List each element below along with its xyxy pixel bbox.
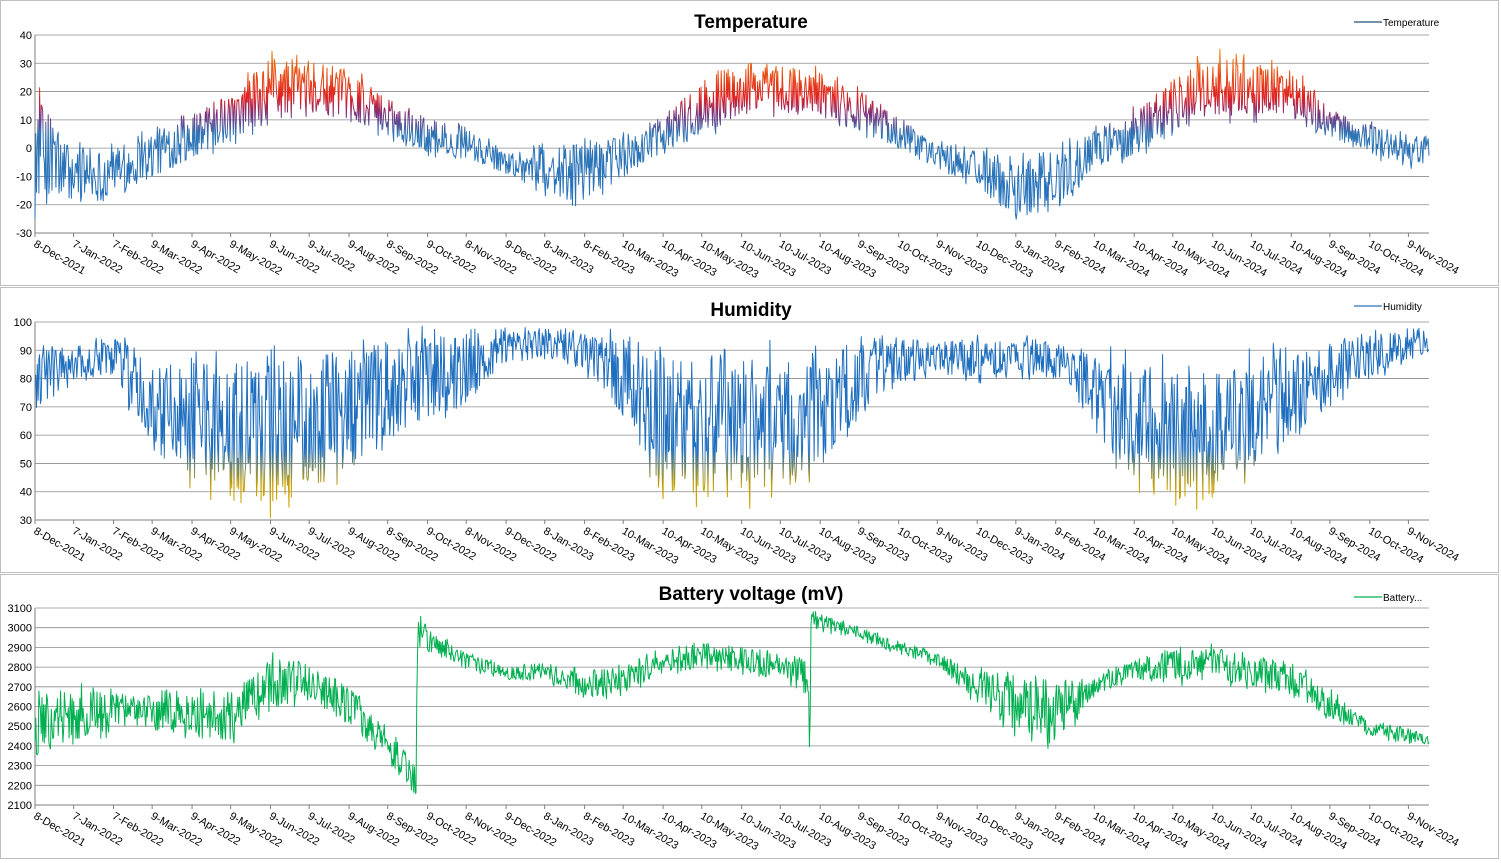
y-tick-label: 2900 xyxy=(8,642,32,654)
y-tick-label: 20 xyxy=(20,87,32,99)
y-tick-label: 2400 xyxy=(8,741,32,753)
y-tick-label: -10 xyxy=(16,171,32,183)
humidity-chart: Humidity304050607080901008-Dec-20217-Jan… xyxy=(14,300,1461,568)
y-tick-label: 2800 xyxy=(8,662,32,674)
y-tick-label: 10 xyxy=(20,115,32,127)
y-tick-label: 2100 xyxy=(8,800,32,812)
temperature-panel: Temperature -30 -20 -10 0 10 20 30 40 8-Dec-2021 7… xyxy=(0,0,1499,286)
y-tick-label: 0 xyxy=(26,143,32,155)
y-tick-label: 3000 xyxy=(8,623,32,635)
y-tick-label: 2600 xyxy=(8,702,32,714)
y-tick-label: 50 xyxy=(20,458,32,470)
y-tick-label: 40 xyxy=(20,487,32,499)
battery-panel: Battery voltage (mV) 2100 2200 2300 2400 2500… xyxy=(0,574,1499,859)
y-tick-label: 70 xyxy=(20,402,32,414)
legend-label: Battery... xyxy=(1383,593,1422,604)
y-tick-label: 80 xyxy=(20,374,32,386)
y-tick-label: 2300 xyxy=(8,761,32,773)
y-tick-label: 40 xyxy=(20,30,32,42)
battery-voltage-chart: Battery voltage (mV) 2100 2200 2300 2400 2500… xyxy=(8,584,1461,853)
temperature-chart: Temperature-30-20-100102030408-Dec-20217… xyxy=(16,12,1461,281)
y-tick-label: 2500 xyxy=(8,721,32,733)
y-tick-label: -30 xyxy=(16,228,32,240)
y-tick-label: 30 xyxy=(20,515,32,527)
y-tick-label: 90 xyxy=(20,345,32,357)
legend-label: Humidity xyxy=(1383,302,1422,313)
legend-label: Temperature xyxy=(1383,18,1440,29)
chart-title: Temperature xyxy=(694,12,808,33)
y-tick-label: 30 xyxy=(20,58,32,70)
y-tick-label: 100 xyxy=(14,317,32,329)
series-line xyxy=(34,48,1430,220)
chart-title: Humidity xyxy=(710,300,792,321)
humidity-panel: Humidity 30 40 50 60 70 80 90 100 8-Dec-2021 7-Jan… xyxy=(0,287,1499,573)
y-tick-label: 3100 xyxy=(8,603,32,615)
chart-title: Battery voltage (mV) xyxy=(659,584,844,605)
y-tick-label: 2200 xyxy=(8,780,32,792)
series-line xyxy=(34,325,1430,519)
y-tick-label: -20 xyxy=(16,200,32,212)
series-line xyxy=(34,611,1430,794)
y-tick-label: 60 xyxy=(20,430,32,442)
y-tick-label: 2700 xyxy=(8,682,32,694)
